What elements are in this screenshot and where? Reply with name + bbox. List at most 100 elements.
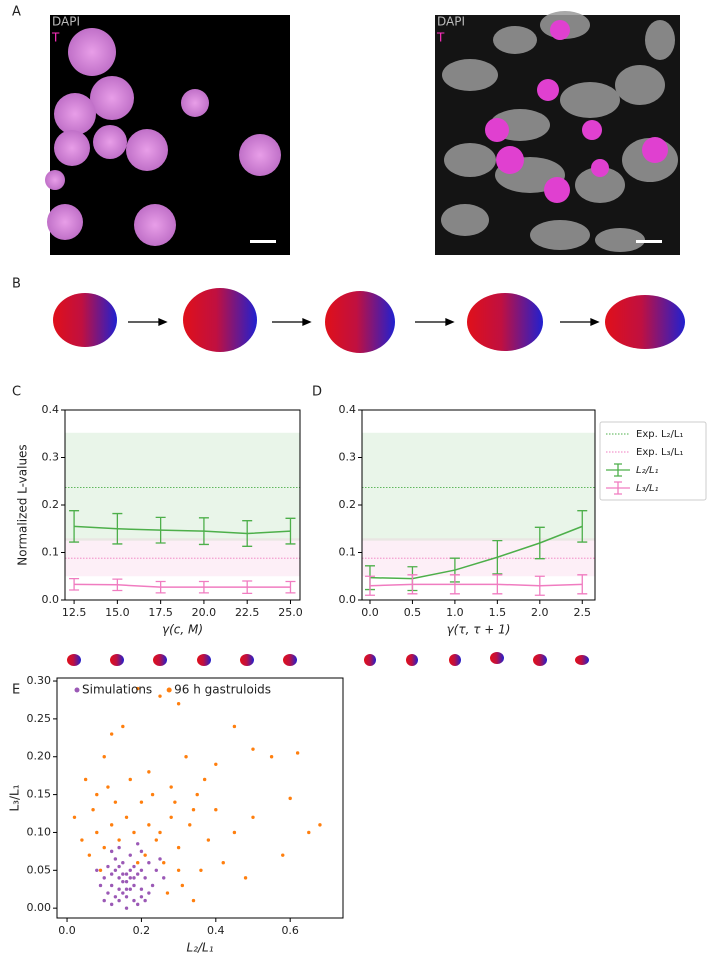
point — [154, 838, 159, 842]
point — [251, 815, 255, 820]
point — [106, 891, 110, 895]
error-bar — [492, 539, 503, 575]
point — [102, 755, 106, 759]
point — [191, 898, 196, 903]
point — [136, 686, 140, 691]
point — [295, 751, 300, 755]
point — [128, 887, 132, 891]
point — [132, 830, 136, 835]
legend-swatch — [74, 687, 80, 693]
legend: Exp. L₂/L₁ Exp. L₃/L₁ L₂/L₁ L₃/L₁ — [599, 421, 707, 501]
panel-b-simulation — [53, 288, 685, 353]
point — [117, 864, 121, 869]
point — [128, 853, 132, 857]
y-tick-label: 0.0 — [42, 593, 60, 606]
point — [87, 853, 92, 857]
y-axis-label: Normalized L-values — [16, 444, 30, 565]
legend-label: Exp. L₂/L₁ — [636, 429, 683, 440]
point — [106, 785, 110, 789]
x-tick-label: 22.5 — [235, 606, 260, 619]
point — [139, 895, 144, 899]
point — [124, 879, 129, 884]
point — [132, 883, 136, 888]
error-bar — [155, 516, 166, 544]
y-tick-label: 0.25 — [27, 712, 52, 725]
point — [113, 800, 118, 804]
x-tick-label: 20.0 — [192, 606, 217, 619]
reference-band — [362, 538, 595, 577]
point — [72, 815, 77, 820]
error-bar — [285, 517, 296, 545]
point — [121, 872, 125, 876]
y-tick-label: 0.10 — [27, 825, 52, 838]
point — [202, 777, 207, 782]
y-tick-label: 0.2 — [339, 498, 357, 511]
point — [109, 849, 114, 854]
point — [169, 785, 173, 789]
point — [176, 868, 181, 873]
x-tick-label: 15.0 — [105, 606, 130, 619]
reference-band — [362, 432, 595, 541]
point — [117, 876, 121, 880]
legend-swatch — [606, 463, 630, 477]
legend-label: Simulations — [82, 683, 152, 697]
point — [113, 895, 118, 899]
point — [150, 792, 155, 797]
x-tick-label: 0.2 — [133, 924, 151, 937]
channel-label: DAPI — [52, 15, 80, 29]
point — [98, 883, 103, 888]
point — [307, 830, 311, 835]
point — [136, 902, 140, 907]
x-tick-label: 25.0 — [278, 606, 303, 619]
point — [106, 864, 110, 869]
point — [188, 823, 192, 827]
point — [195, 792, 199, 797]
point — [162, 861, 166, 865]
panel-label: A — [12, 5, 21, 20]
point — [136, 842, 140, 846]
point — [199, 868, 203, 873]
point — [121, 891, 125, 895]
point — [121, 879, 125, 884]
point — [124, 815, 129, 820]
legend-label: 96 h gastruloids — [174, 683, 271, 697]
y-tick-label: 0.20 — [27, 750, 52, 763]
point — [243, 876, 248, 880]
point — [169, 815, 173, 820]
series-line — [74, 525, 291, 535]
point — [102, 845, 106, 850]
point — [83, 777, 88, 782]
point — [136, 872, 140, 876]
point — [147, 770, 151, 774]
point — [180, 883, 185, 888]
legend-swatch — [166, 687, 172, 693]
x-tick-label: 0.5 — [404, 606, 422, 619]
point — [109, 883, 114, 888]
point — [136, 861, 140, 865]
series-line — [369, 525, 583, 580]
x-tick-label: 17.5 — [148, 606, 173, 619]
point — [91, 808, 95, 812]
point — [95, 830, 99, 835]
point — [143, 898, 147, 903]
x-tick-label: 0.0 — [361, 606, 379, 619]
point — [132, 876, 136, 880]
point — [158, 857, 162, 861]
point — [95, 792, 99, 797]
error-bar — [364, 575, 375, 596]
point — [147, 861, 151, 865]
x-tick-label: 0.0 — [58, 924, 76, 937]
y-tick-label: 0.2 — [42, 498, 60, 511]
point — [109, 823, 114, 827]
point — [95, 868, 99, 873]
point — [191, 808, 196, 812]
point — [139, 849, 144, 854]
reference-band — [65, 538, 300, 577]
axes-frame — [64, 409, 301, 601]
point — [128, 868, 132, 873]
error-bar — [155, 580, 166, 594]
point — [214, 808, 218, 812]
point — [281, 853, 285, 857]
point — [176, 702, 181, 706]
point — [143, 876, 147, 880]
